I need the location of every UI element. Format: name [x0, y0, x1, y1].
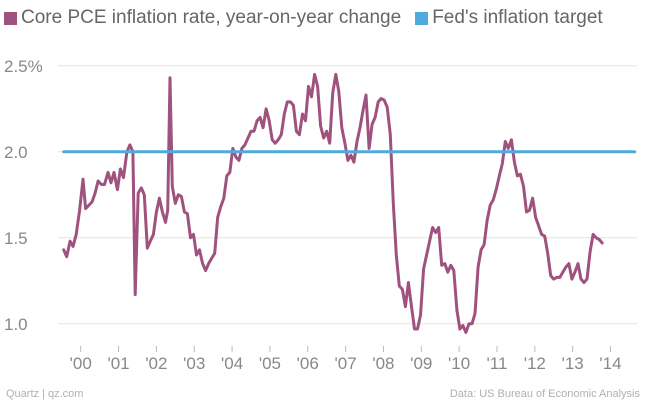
y-tick-label: 2.0	[4, 143, 28, 162]
x-tick-label: '08	[372, 354, 394, 373]
legend-label-fed-target: Fed's inflation target	[432, 7, 603, 28]
x-tick-label: '04	[221, 354, 243, 373]
x-tick-label: '10	[448, 354, 470, 373]
x-tick-label: '01	[107, 354, 129, 373]
series-lines	[62, 72, 637, 334]
x-tick-label: '00	[70, 354, 92, 373]
legend-swatch-core-pce	[4, 11, 17, 25]
y-tick-label: 1.5	[4, 229, 28, 248]
legend-item-fed-target: Fed's inflation target	[415, 7, 603, 29]
x-tick-label: '02	[145, 354, 167, 373]
footer-credit: Quartz | qz.com	[6, 388, 84, 400]
legend-label-core-pce: Core PCE inflation rate, year-on-year ch…	[21, 7, 402, 28]
x-tick-label: '06	[297, 354, 319, 373]
series-line-core-pce	[62, 72, 604, 334]
x-tick-label: '13	[562, 354, 584, 373]
x-tick-label: '07	[335, 354, 357, 373]
legend-swatch-fed-target	[415, 11, 429, 25]
x-tick-label: '03	[183, 354, 205, 373]
chart-legend: Core PCE inflation rate, year-on-year ch…	[4, 6, 617, 30]
legend-item-core-pce: Core PCE inflation rate, year-on-year ch…	[4, 7, 401, 29]
x-axis-ticks	[80, 346, 612, 352]
x-tick-label: '09	[410, 354, 432, 373]
y-axis-labels: 1.0 1.5 2.0 2.5%	[4, 57, 43, 334]
y-tick-label: 1.0	[4, 315, 28, 334]
x-tick-label: '05	[259, 354, 281, 373]
y-tick-label: 2.5%	[4, 57, 43, 76]
x-tick-label: '11	[487, 354, 508, 373]
x-tick-label: '14	[599, 354, 621, 373]
x-axis-labels: '00 '01 '02 '03 '04 '05 '06 '07 '08 '09 '10 '11 '12 '…	[70, 354, 622, 373]
x-tick-label: '12	[524, 354, 546, 373]
footer-data-source: Data: US Bureau of Economic Analysis	[449, 388, 640, 400]
